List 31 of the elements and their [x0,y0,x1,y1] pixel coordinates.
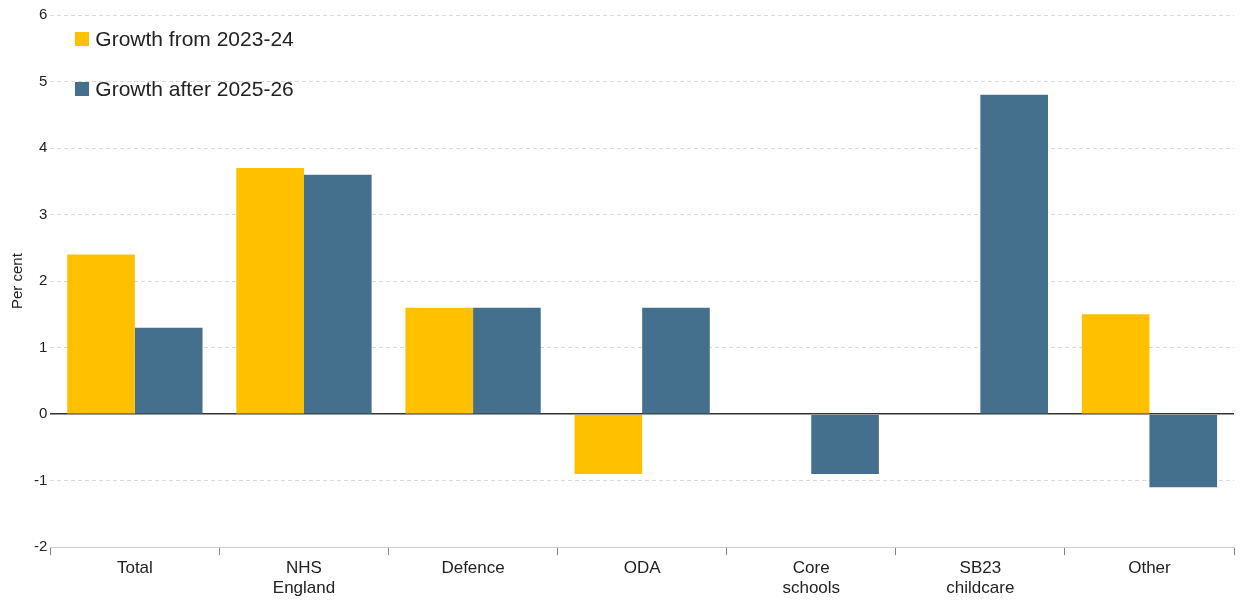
x-tick-label: Other [1128,558,1172,578]
y-axis-title: Per cent [8,252,26,310]
bar [67,254,135,414]
x-tick-label: ODA [623,558,662,578]
y-tick-label: 1 [38,337,48,355]
bar [405,307,474,414]
bar [811,414,879,475]
bar [1149,414,1218,488]
x-tick-label: SB23 childcare [946,558,1015,598]
bar [642,307,710,414]
y-tick-label: 2 [38,271,48,289]
x-tick-label: NHS England [272,558,336,598]
y-tick-label: -1 [33,470,48,488]
bar [303,174,372,414]
bar [134,327,203,414]
y-tick-label: 0 [38,404,48,422]
y-tick-label: 3 [38,204,48,222]
legend-label: Growth from 2023-24 [95,27,294,51]
x-tick-label: Core schools [782,558,841,598]
y-tick-label: 4 [38,138,48,156]
bar [473,307,541,414]
x-tick-label: Defence [441,558,505,578]
bar [1081,314,1150,414]
y-tick-label: -2 [33,537,48,555]
bar [980,94,1048,414]
x-tick-label: Total [116,558,153,578]
bar [574,414,643,475]
y-tick-label: 6 [38,5,48,23]
y-tick-label: 5 [38,71,48,89]
legend-label: Growth after 2025-26 [95,77,294,101]
bar [236,168,304,414]
